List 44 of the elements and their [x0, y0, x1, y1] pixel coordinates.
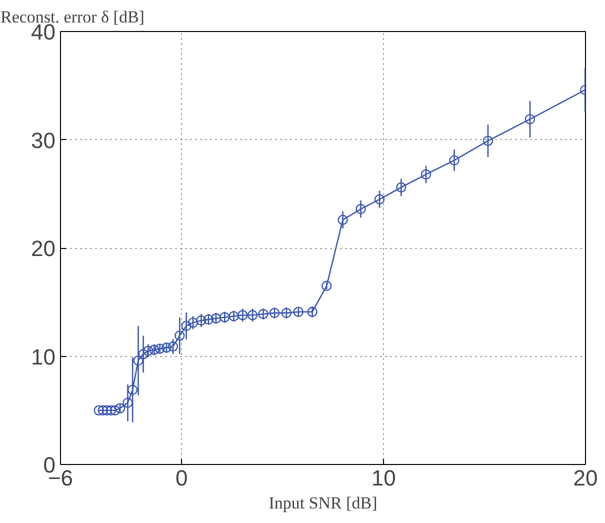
point: [247, 310, 258, 320]
point: [94, 405, 104, 416]
point: [174, 330, 185, 341]
x-tick-label: 10: [371, 466, 396, 490]
point: [258, 308, 268, 320]
point: [293, 306, 304, 317]
point: [127, 384, 138, 395]
point: [196, 315, 206, 326]
point: [188, 318, 198, 328]
point: [269, 308, 280, 318]
x-tick-label: 0: [176, 466, 188, 490]
y-tick-label: 20: [31, 236, 56, 261]
point: [322, 280, 332, 291]
point: [238, 310, 248, 320]
point: [420, 169, 432, 180]
point: [210, 313, 222, 324]
point: [161, 342, 172, 353]
point: [281, 308, 292, 318]
point: [524, 114, 536, 124]
point: [168, 341, 178, 352]
point: [149, 344, 160, 355]
point: [374, 194, 385, 204]
point: [181, 320, 192, 332]
y-tick-label: 10: [31, 344, 56, 370]
point: [106, 405, 116, 416]
point: [110, 405, 120, 416]
point: [356, 204, 366, 214]
point: [98, 405, 108, 416]
point: [396, 182, 406, 192]
point: [338, 214, 348, 225]
point: [307, 306, 318, 317]
point: [228, 311, 239, 322]
point: [133, 355, 144, 366]
point: [482, 136, 494, 146]
point: [138, 348, 148, 360]
point: [154, 344, 165, 354]
x-axis-title: Input SNR [dB]: [268, 494, 378, 512]
point: [220, 312, 230, 322]
x-tick-label: 20: [573, 466, 598, 490]
point: [203, 314, 214, 325]
point: [102, 405, 112, 416]
point: [122, 398, 133, 408]
y-tick-label: 30: [31, 128, 56, 153]
point: [449, 155, 460, 166]
